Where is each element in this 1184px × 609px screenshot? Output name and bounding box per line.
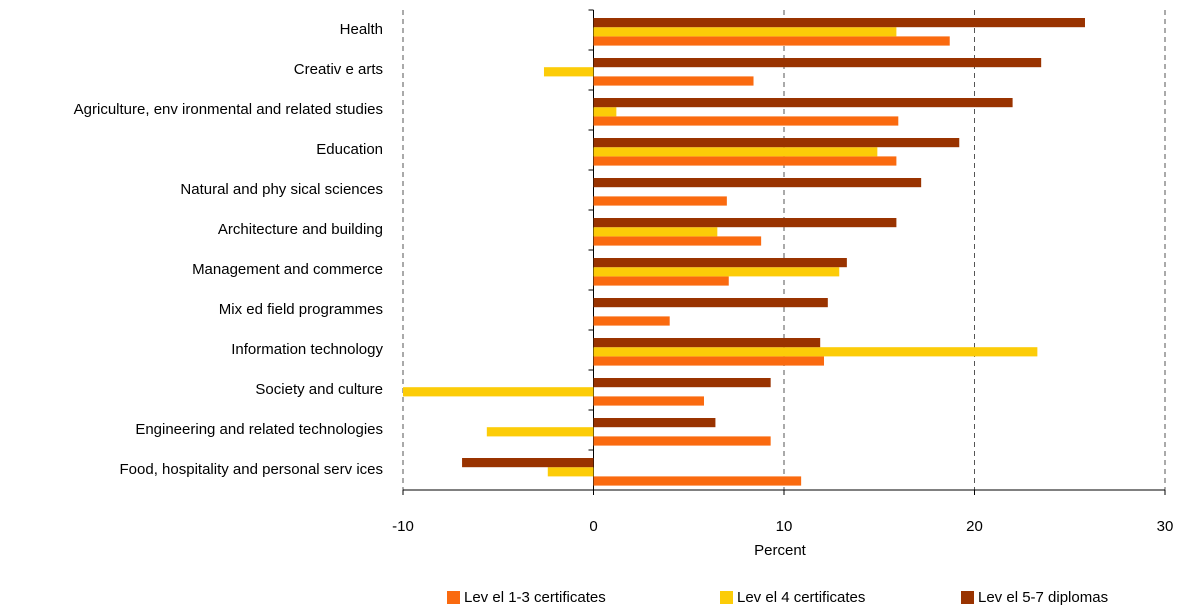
y-tick-label: Society and culture bbox=[255, 381, 383, 398]
bar bbox=[593, 36, 950, 46]
bar bbox=[593, 218, 897, 228]
bar bbox=[593, 178, 922, 188]
bar bbox=[593, 76, 754, 86]
x-tick-label: -10 bbox=[392, 518, 414, 535]
bar bbox=[593, 107, 617, 117]
y-tick-label: Mix ed field programmes bbox=[219, 301, 383, 318]
bar bbox=[593, 476, 802, 486]
x-tick-label: 10 bbox=[776, 518, 793, 535]
bar bbox=[593, 378, 771, 388]
y-tick-label: Natural and phy sical sciences bbox=[180, 181, 383, 198]
bar bbox=[543, 67, 594, 77]
bar bbox=[593, 436, 771, 446]
bar bbox=[593, 396, 704, 406]
bar bbox=[403, 387, 594, 397]
bar bbox=[462, 458, 594, 468]
bar bbox=[593, 98, 1013, 108]
y-tick-label: Information technology bbox=[231, 341, 383, 358]
bar bbox=[593, 316, 670, 326]
bar bbox=[593, 138, 960, 148]
bar bbox=[547, 467, 594, 477]
bar bbox=[593, 196, 727, 206]
bar bbox=[593, 258, 847, 268]
bar bbox=[593, 236, 762, 246]
legend-swatch bbox=[447, 591, 460, 604]
y-tick-label: Management and commerce bbox=[192, 261, 383, 278]
y-tick-label: Food, hospitality and personal serv ices bbox=[120, 461, 383, 478]
x-tick-label: 20 bbox=[966, 518, 983, 535]
bar bbox=[593, 418, 716, 428]
bar bbox=[593, 276, 729, 286]
bar bbox=[593, 298, 828, 308]
bar bbox=[593, 347, 1038, 357]
x-tick-label: 0 bbox=[589, 518, 597, 535]
legend-label: Lev el 4 certificates bbox=[737, 589, 865, 606]
bar bbox=[593, 267, 840, 277]
y-tick-label: Education bbox=[316, 141, 383, 158]
bar bbox=[486, 427, 594, 437]
y-tick-label: Agriculture, env ironmental and related … bbox=[74, 101, 383, 118]
bar bbox=[593, 356, 825, 366]
bar bbox=[593, 147, 878, 157]
bar bbox=[593, 338, 821, 348]
bar bbox=[593, 227, 718, 237]
bar bbox=[593, 18, 1085, 28]
y-tick-label: Architecture and building bbox=[218, 221, 383, 238]
y-tick-label: Engineering and related technologies bbox=[135, 421, 383, 438]
legend-swatch bbox=[961, 591, 974, 604]
legend-label: Lev el 1-3 certificates bbox=[464, 589, 606, 606]
bar bbox=[593, 27, 897, 37]
bar bbox=[593, 156, 897, 166]
x-tick-label: 30 bbox=[1157, 518, 1174, 535]
legend-swatch bbox=[720, 591, 733, 604]
legend-label: Lev el 5-7 diplomas bbox=[978, 589, 1108, 606]
bar bbox=[593, 58, 1042, 68]
y-tick-label: Creativ e arts bbox=[294, 61, 383, 78]
bar bbox=[593, 116, 899, 126]
y-tick-label: Health bbox=[340, 21, 383, 38]
x-axis-label: Percent bbox=[754, 542, 807, 559]
